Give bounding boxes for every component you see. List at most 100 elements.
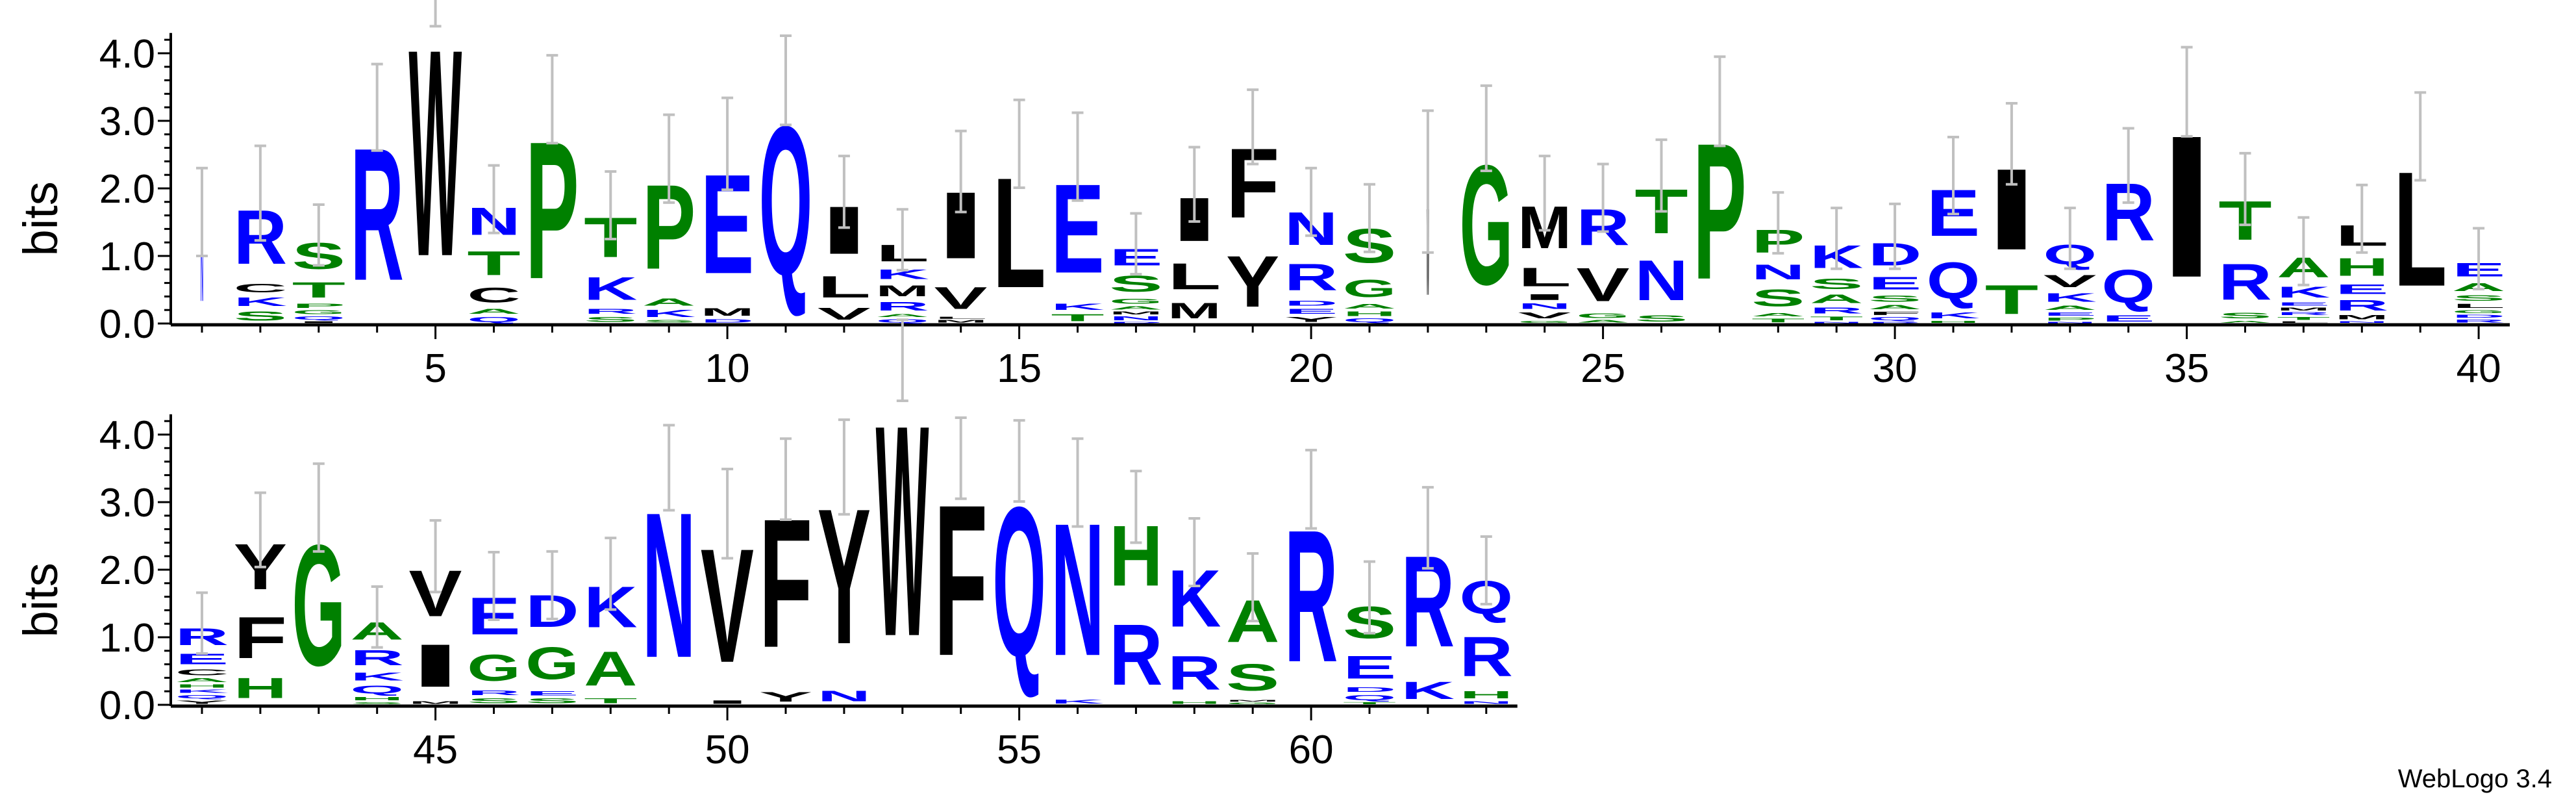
stack-position-40: RDGLSAE (2452, 227, 2505, 324)
error-bar (2473, 227, 2485, 290)
stack-position-26: SNT (1634, 138, 1688, 324)
stack-position-35: I (2160, 45, 2214, 320)
letter-K: K (584, 270, 637, 307)
error-bar (488, 550, 500, 621)
letter-H: H (234, 672, 287, 704)
letter-E: E (1868, 273, 1921, 294)
letter-T: T (467, 244, 520, 282)
letter-I: I (292, 321, 345, 324)
letter-T: T (1810, 316, 1863, 322)
letter-V: V (2044, 271, 2097, 291)
stack-position-7: P (525, 54, 579, 320)
letter-E: E (2277, 301, 2330, 307)
y-tick-label: 2.0 (99, 548, 155, 593)
letter-H: H (1343, 310, 1396, 317)
error-bar (546, 54, 558, 145)
error-bar (1247, 552, 1259, 623)
letter-F: F (934, 460, 988, 701)
letter-M: M (1168, 298, 1221, 324)
x-tick-label: 45 (413, 728, 458, 772)
error-bar (429, 0, 442, 28)
letter-S: S (1810, 275, 1863, 292)
letter-N: N (1634, 248, 1688, 312)
error-bar (663, 424, 675, 512)
x-tick-label: 5 (424, 346, 446, 391)
letter-R: R (1868, 322, 1921, 324)
error-bar (780, 437, 792, 522)
letter-Q: Q (175, 694, 229, 699)
stack-position-59: GMSA (1226, 552, 1279, 705)
y-tick-label: 2.0 (99, 167, 155, 212)
letter-Y: Y (1226, 240, 1279, 322)
letter-Q: Q (1868, 316, 1921, 322)
error-bar (371, 62, 383, 152)
error-bar (1071, 111, 1084, 202)
letter-Q: Q (1343, 693, 1396, 701)
error-bar (2064, 207, 2076, 270)
stack-position-32: TI (1985, 101, 2038, 323)
error-bar (605, 170, 617, 240)
letter-E: E (2335, 282, 2388, 297)
error-bar (721, 96, 734, 192)
letter-Q: Q (1927, 251, 1980, 310)
error-bar (1480, 535, 1492, 606)
stack-position-54: F (934, 416, 988, 701)
y-tick-label: 0.0 (99, 302, 155, 347)
error-bar (254, 491, 266, 568)
letter-S: S (1751, 285, 1805, 312)
letter-M: M (1109, 311, 1162, 315)
stack-position-51: YF (759, 437, 812, 705)
x-tick-label: 40 (2457, 346, 2501, 391)
error-bar (312, 462, 325, 553)
stack-position-56: KN (1051, 437, 1105, 705)
y-tick-label: 3.0 (99, 99, 155, 144)
letter-R: R (2335, 298, 2388, 314)
letter-K: K (1927, 311, 1980, 320)
letter-N: N (818, 689, 871, 705)
error-bar (1305, 448, 1318, 530)
error-bar (1655, 138, 1668, 213)
stack-position-10: DME (701, 96, 754, 324)
error-bar (1772, 191, 1784, 255)
stack-position-43: G (292, 462, 345, 702)
letter-I: I (408, 631, 462, 700)
letter-F: F (234, 605, 287, 670)
letter-D: D (2452, 314, 2505, 319)
letter-N: N (201, 213, 203, 322)
stack-position-16: TKE (1051, 111, 1105, 324)
letter-S: S (1109, 272, 1162, 297)
letter-K: K (2044, 291, 2097, 304)
error-bar (896, 318, 908, 402)
stack-position-52: NY (818, 418, 871, 705)
letter-A: A (1576, 320, 1629, 324)
letter-K: K (1401, 677, 1455, 705)
error-bar (1188, 516, 1201, 587)
error-bar (1305, 166, 1318, 237)
letter-Q: Q (467, 316, 520, 324)
letter-R: R (1168, 646, 1221, 700)
letter-Q: Q (351, 683, 404, 696)
stack-position-5: W (408, 0, 462, 318)
error-bar (1364, 560, 1375, 635)
stack-position-18: MLI (1168, 146, 1221, 324)
letter-S: S (1634, 314, 1688, 324)
letter-T: T (1751, 318, 1805, 324)
stack-position-34: EQR (2102, 127, 2155, 324)
x-tick-label: 20 (1289, 346, 1334, 391)
error-bar (1714, 55, 1726, 147)
letter-W: W (876, 362, 930, 700)
error-bar (1188, 146, 1201, 223)
error-bar (955, 129, 967, 214)
letter-R: R (467, 689, 520, 696)
letter-T: T (1051, 312, 1104, 324)
letter-F: F (1868, 311, 1921, 316)
stack-position-23: G (1460, 84, 1513, 321)
error-bar (546, 550, 558, 620)
letter-A: A (1109, 305, 1162, 311)
